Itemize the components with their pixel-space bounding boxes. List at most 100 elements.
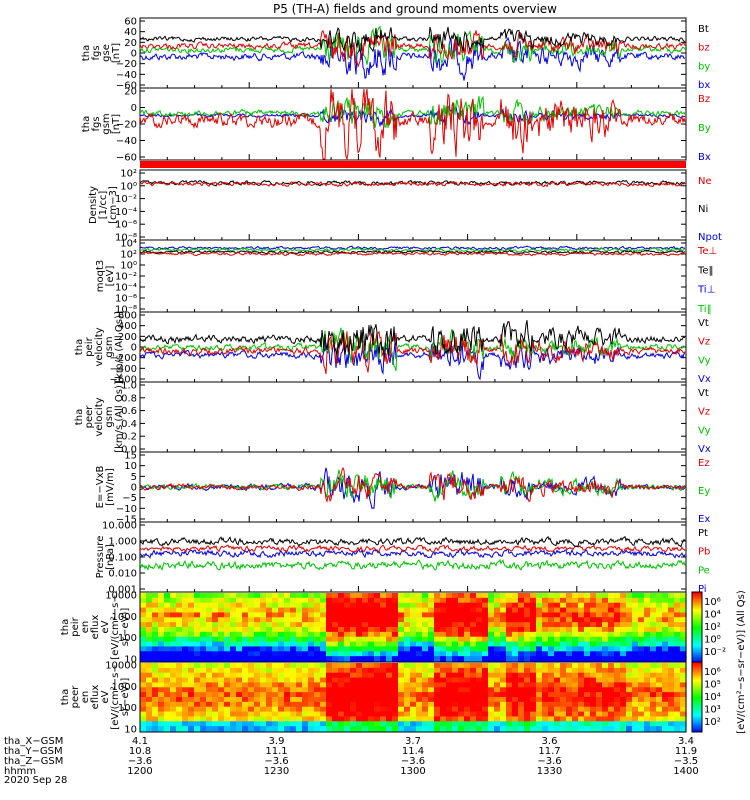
spectrogram-cell (320, 602, 327, 609)
spectrogram-cell (530, 701, 537, 708)
y-axis-label: [eV] (105, 266, 116, 287)
spectrogram-cell (680, 716, 687, 722)
spectrogram-cell (602, 627, 609, 633)
spectrogram-cell (482, 711, 489, 718)
spectrogram-cell (428, 697, 435, 703)
spectrogram-cell (308, 607, 315, 614)
colorbar-cell (692, 632, 702, 635)
spectrogram-cell (422, 631, 429, 638)
y-axis-label: E=−VxB (95, 466, 106, 509)
spectrogram-cell (284, 636, 291, 643)
spectrogram-cell (596, 617, 603, 623)
spectrogram-cell (560, 672, 567, 679)
x-tick-value: 1330 (537, 766, 562, 777)
spectrogram-cell (482, 627, 489, 633)
spectrogram-cell (308, 597, 315, 604)
mode-bar (140, 161, 686, 168)
spectrogram-cell (236, 593, 243, 599)
colorbar-label: [eV/(cm²−s−sr−eV)] (All Qs) (736, 590, 747, 734)
spectrogram-cell (464, 622, 471, 628)
spectrogram-cell (338, 706, 345, 713)
spectrogram-cell (236, 667, 243, 674)
y-axis-label: sr−eV)] (120, 608, 131, 647)
spectrogram-cell (650, 682, 657, 688)
spectrogram-cell (164, 687, 171, 693)
spectrogram-cell (530, 677, 537, 684)
spectrogram-cell (572, 631, 579, 638)
spectrogram-cell (590, 656, 597, 662)
y-axis-label: fgs (91, 116, 102, 131)
spectrogram-cell (452, 701, 459, 708)
spectrogram-cell (584, 612, 591, 618)
spectrogram-cell (230, 631, 237, 638)
spectrogram-cell (446, 701, 453, 708)
spectrogram-cell (236, 706, 243, 713)
spectrogram-cell (140, 631, 147, 638)
spectrogram-cell (470, 607, 477, 614)
spectrogram-cell (482, 697, 489, 703)
panel-frame (139, 169, 687, 241)
spectrogram-cell (590, 617, 597, 623)
spectrogram-cell (404, 646, 411, 652)
spectrogram-cell (410, 597, 417, 604)
spectrogram-cell (620, 627, 627, 633)
spectrogram-cell (206, 711, 213, 718)
spectrogram-cell (536, 597, 543, 604)
spectrogram-cell (302, 641, 309, 648)
spectrogram-cell (608, 641, 615, 648)
spectrogram-cell (272, 701, 279, 708)
spectrogram-cell (512, 697, 519, 703)
spectrogram-cell (266, 721, 273, 727)
spectrogram-cell (350, 656, 357, 662)
spectrogram-cell (152, 631, 159, 638)
spectrogram-cell (476, 672, 483, 679)
spectrogram-cell (554, 697, 561, 703)
spectrogram-cell (422, 721, 429, 727)
spectrogram-cell (392, 716, 399, 722)
spectrogram-cell (242, 593, 249, 599)
colorbar-cell (692, 711, 702, 714)
spectrogram-cell (368, 656, 375, 662)
spectrogram-cell (302, 721, 309, 727)
spectrogram-cell (386, 667, 393, 674)
spectrogram-cell (170, 711, 177, 718)
spectrogram-cell (602, 697, 609, 703)
spectrogram-cell (236, 651, 243, 657)
spectrogram-cell (626, 646, 633, 652)
spectrogram-cell (446, 646, 453, 652)
spectrogram-cell (680, 682, 687, 688)
spectrogram-cell (638, 627, 645, 633)
spectrogram-cell (302, 627, 309, 633)
spectrogram-cell (566, 667, 573, 674)
spectrogram-cell (398, 646, 405, 652)
spectrogram-cell (596, 622, 603, 628)
spectrogram-cell (332, 651, 339, 657)
spectrogram-cell (488, 663, 495, 669)
spectrogram-cell (188, 672, 195, 679)
spectrogram-cell (398, 641, 405, 648)
spectrogram-cell (482, 672, 489, 679)
spectrogram-cell (614, 597, 621, 604)
spectrogram-cell (284, 716, 291, 722)
spectrogram-cell (650, 711, 657, 718)
spectrogram-cell (284, 597, 291, 604)
series-line (139, 535, 686, 548)
spectrogram-cell (506, 687, 513, 693)
spectrogram-cell (446, 612, 453, 618)
spectrogram-cell (188, 697, 195, 703)
spectrogram-cell (602, 602, 609, 609)
spectrogram-cell (662, 636, 669, 643)
spectrogram-cell (416, 646, 423, 652)
spectrogram-cell (596, 697, 603, 703)
spectrogram-cell (248, 721, 255, 727)
spectrogram-cell (194, 651, 201, 657)
spectrogram-cell (254, 627, 261, 633)
spectrogram-cell (308, 701, 315, 708)
spectrogram-cell (494, 663, 501, 669)
spectrogram-cell (674, 646, 681, 652)
colorbar-cell (692, 697, 702, 700)
spectrogram-cell (446, 677, 453, 684)
spectrogram-cell (236, 631, 243, 638)
